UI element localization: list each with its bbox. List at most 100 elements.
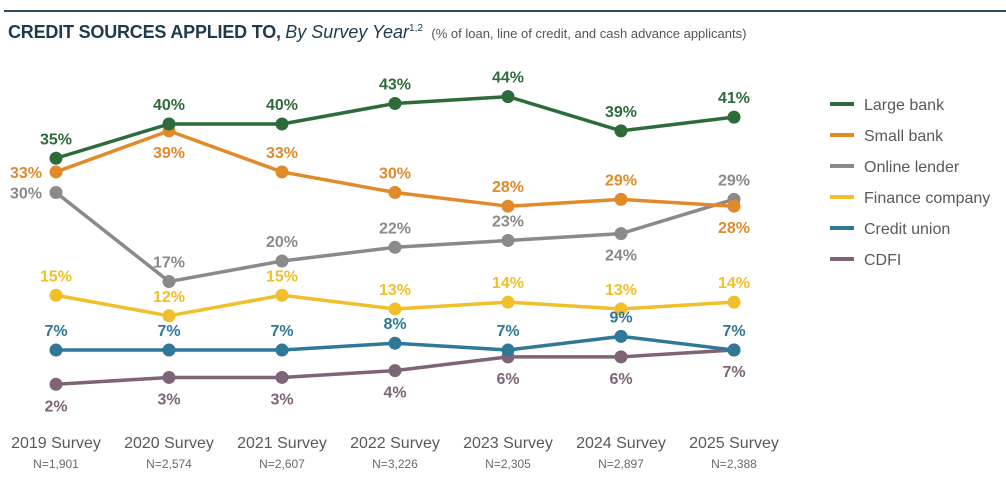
data-label-large-bank: 35% xyxy=(40,131,72,148)
data-label-online-lender: 23% xyxy=(492,213,524,230)
data-label-small-bank: 33% xyxy=(266,145,298,162)
data-point-online-lender xyxy=(501,233,515,247)
data-label-small-bank: 29% xyxy=(605,172,637,189)
legend-label-finance-company: Finance company xyxy=(864,190,990,207)
data-label-finance-company: 12% xyxy=(153,289,185,306)
data-label-online-lender: 29% xyxy=(718,172,750,189)
data-label-cdfi: 6% xyxy=(609,371,632,388)
data-label-large-bank: 44% xyxy=(492,70,524,87)
data-point-large-bank xyxy=(49,151,63,165)
x-sample-size: N=2,897 xyxy=(598,457,644,471)
data-point-online-lender xyxy=(275,254,289,268)
x-tick-label: 2021 Survey xyxy=(237,435,327,452)
data-label-cdfi: 3% xyxy=(270,391,293,408)
data-point-credit-union xyxy=(162,343,176,357)
data-label-online-lender: 22% xyxy=(379,220,411,237)
data-label-finance-company: 13% xyxy=(605,282,637,299)
data-label-credit-union: 7% xyxy=(44,323,67,340)
data-label-small-bank: 28% xyxy=(492,179,524,196)
data-label-cdfi: 6% xyxy=(496,371,519,388)
data-label-large-bank: 40% xyxy=(153,97,185,114)
data-label-finance-company: 14% xyxy=(718,275,750,292)
data-point-credit-union xyxy=(275,343,289,357)
x-sample-size: N=2,607 xyxy=(259,457,305,471)
legend-label-online-lender: Online lender xyxy=(864,159,960,176)
data-point-large-bank xyxy=(275,117,289,131)
data-point-credit-union xyxy=(614,329,628,343)
data-point-finance-company xyxy=(162,309,176,323)
x-tick-label: 2019 Survey xyxy=(11,435,101,452)
data-label-small-bank: 39% xyxy=(153,145,185,162)
data-point-large-bank xyxy=(727,110,741,124)
data-label-credit-union: 7% xyxy=(157,323,180,340)
data-point-finance-company xyxy=(49,288,63,302)
data-point-credit-union xyxy=(727,343,741,357)
x-sample-size: N=2,388 xyxy=(711,457,757,471)
data-point-credit-union xyxy=(501,343,515,357)
data-label-online-lender: 30% xyxy=(10,186,42,203)
x-tick-label: 2022 Survey xyxy=(350,435,440,452)
data-label-cdfi: 3% xyxy=(157,391,180,408)
data-label-small-bank: 33% xyxy=(10,165,42,182)
data-point-cdfi xyxy=(275,370,289,384)
x-tick-label: 2023 Survey xyxy=(463,435,553,452)
data-point-small-bank xyxy=(49,165,63,179)
data-label-cdfi: 7% xyxy=(722,364,745,381)
legend-label-credit-union: Credit union xyxy=(864,221,950,238)
data-point-finance-company xyxy=(501,295,515,309)
data-point-finance-company xyxy=(388,302,402,316)
chart-title: CREDIT SOURCES APPLIED TO, By Survey Yea… xyxy=(8,22,746,43)
x-tick-label: 2024 Survey xyxy=(576,435,666,452)
data-label-cdfi: 4% xyxy=(383,385,406,402)
data-label-online-lender: 20% xyxy=(266,234,298,251)
data-label-credit-union: 7% xyxy=(722,323,745,340)
data-point-small-bank xyxy=(727,199,741,213)
legend-label-large-bank: Large bank xyxy=(864,97,945,114)
data-point-cdfi xyxy=(162,370,176,384)
data-label-credit-union: 9% xyxy=(609,309,632,326)
data-point-cdfi xyxy=(49,377,63,391)
data-label-credit-union: 7% xyxy=(496,323,519,340)
data-label-large-bank: 39% xyxy=(605,104,637,121)
x-sample-size: N=3,226 xyxy=(372,457,418,471)
data-point-large-bank xyxy=(388,96,402,110)
data-label-large-bank: 43% xyxy=(379,76,411,93)
data-label-small-bank: 28% xyxy=(718,220,750,237)
data-label-large-bank: 41% xyxy=(718,90,750,107)
data-label-credit-union: 8% xyxy=(383,316,406,333)
data-label-finance-company: 15% xyxy=(40,268,72,285)
data-label-credit-union: 7% xyxy=(270,323,293,340)
x-sample-size: N=2,305 xyxy=(485,457,531,471)
data-label-finance-company: 15% xyxy=(266,268,298,285)
data-point-cdfi xyxy=(614,350,628,364)
x-sample-size: N=2,574 xyxy=(146,457,192,471)
data-point-large-bank xyxy=(614,124,628,138)
title-footnote: 1,2 xyxy=(409,23,423,34)
data-point-large-bank xyxy=(501,90,515,104)
data-point-large-bank xyxy=(162,117,176,131)
data-point-credit-union xyxy=(388,336,402,350)
legend-label-small-bank: Small bank xyxy=(864,128,944,145)
data-label-small-bank: 30% xyxy=(379,166,411,183)
data-point-finance-company xyxy=(727,295,741,309)
data-label-online-lender: 17% xyxy=(153,255,185,272)
data-label-finance-company: 14% xyxy=(492,275,524,292)
data-point-finance-company xyxy=(614,302,628,316)
data-label-finance-company: 13% xyxy=(379,282,411,299)
data-point-online-lender xyxy=(388,240,402,254)
title-italic: By Survey Year1,2 xyxy=(285,22,423,42)
data-point-online-lender xyxy=(49,186,63,199)
data-point-small-bank xyxy=(614,192,628,206)
data-point-credit-union xyxy=(49,343,63,357)
data-point-small-bank xyxy=(275,165,289,179)
data-label-large-bank: 40% xyxy=(266,97,298,114)
x-sample-size: N=1,901 xyxy=(33,457,79,471)
legend-label-cdfi: CDFI xyxy=(864,252,901,269)
x-tick-label: 2020 Survey xyxy=(124,435,214,452)
data-label-online-lender: 24% xyxy=(605,248,637,265)
data-point-small-bank xyxy=(388,186,402,199)
data-point-cdfi xyxy=(388,364,402,378)
top-rule xyxy=(4,10,1006,12)
x-tick-label: 2025 Survey xyxy=(689,435,779,452)
